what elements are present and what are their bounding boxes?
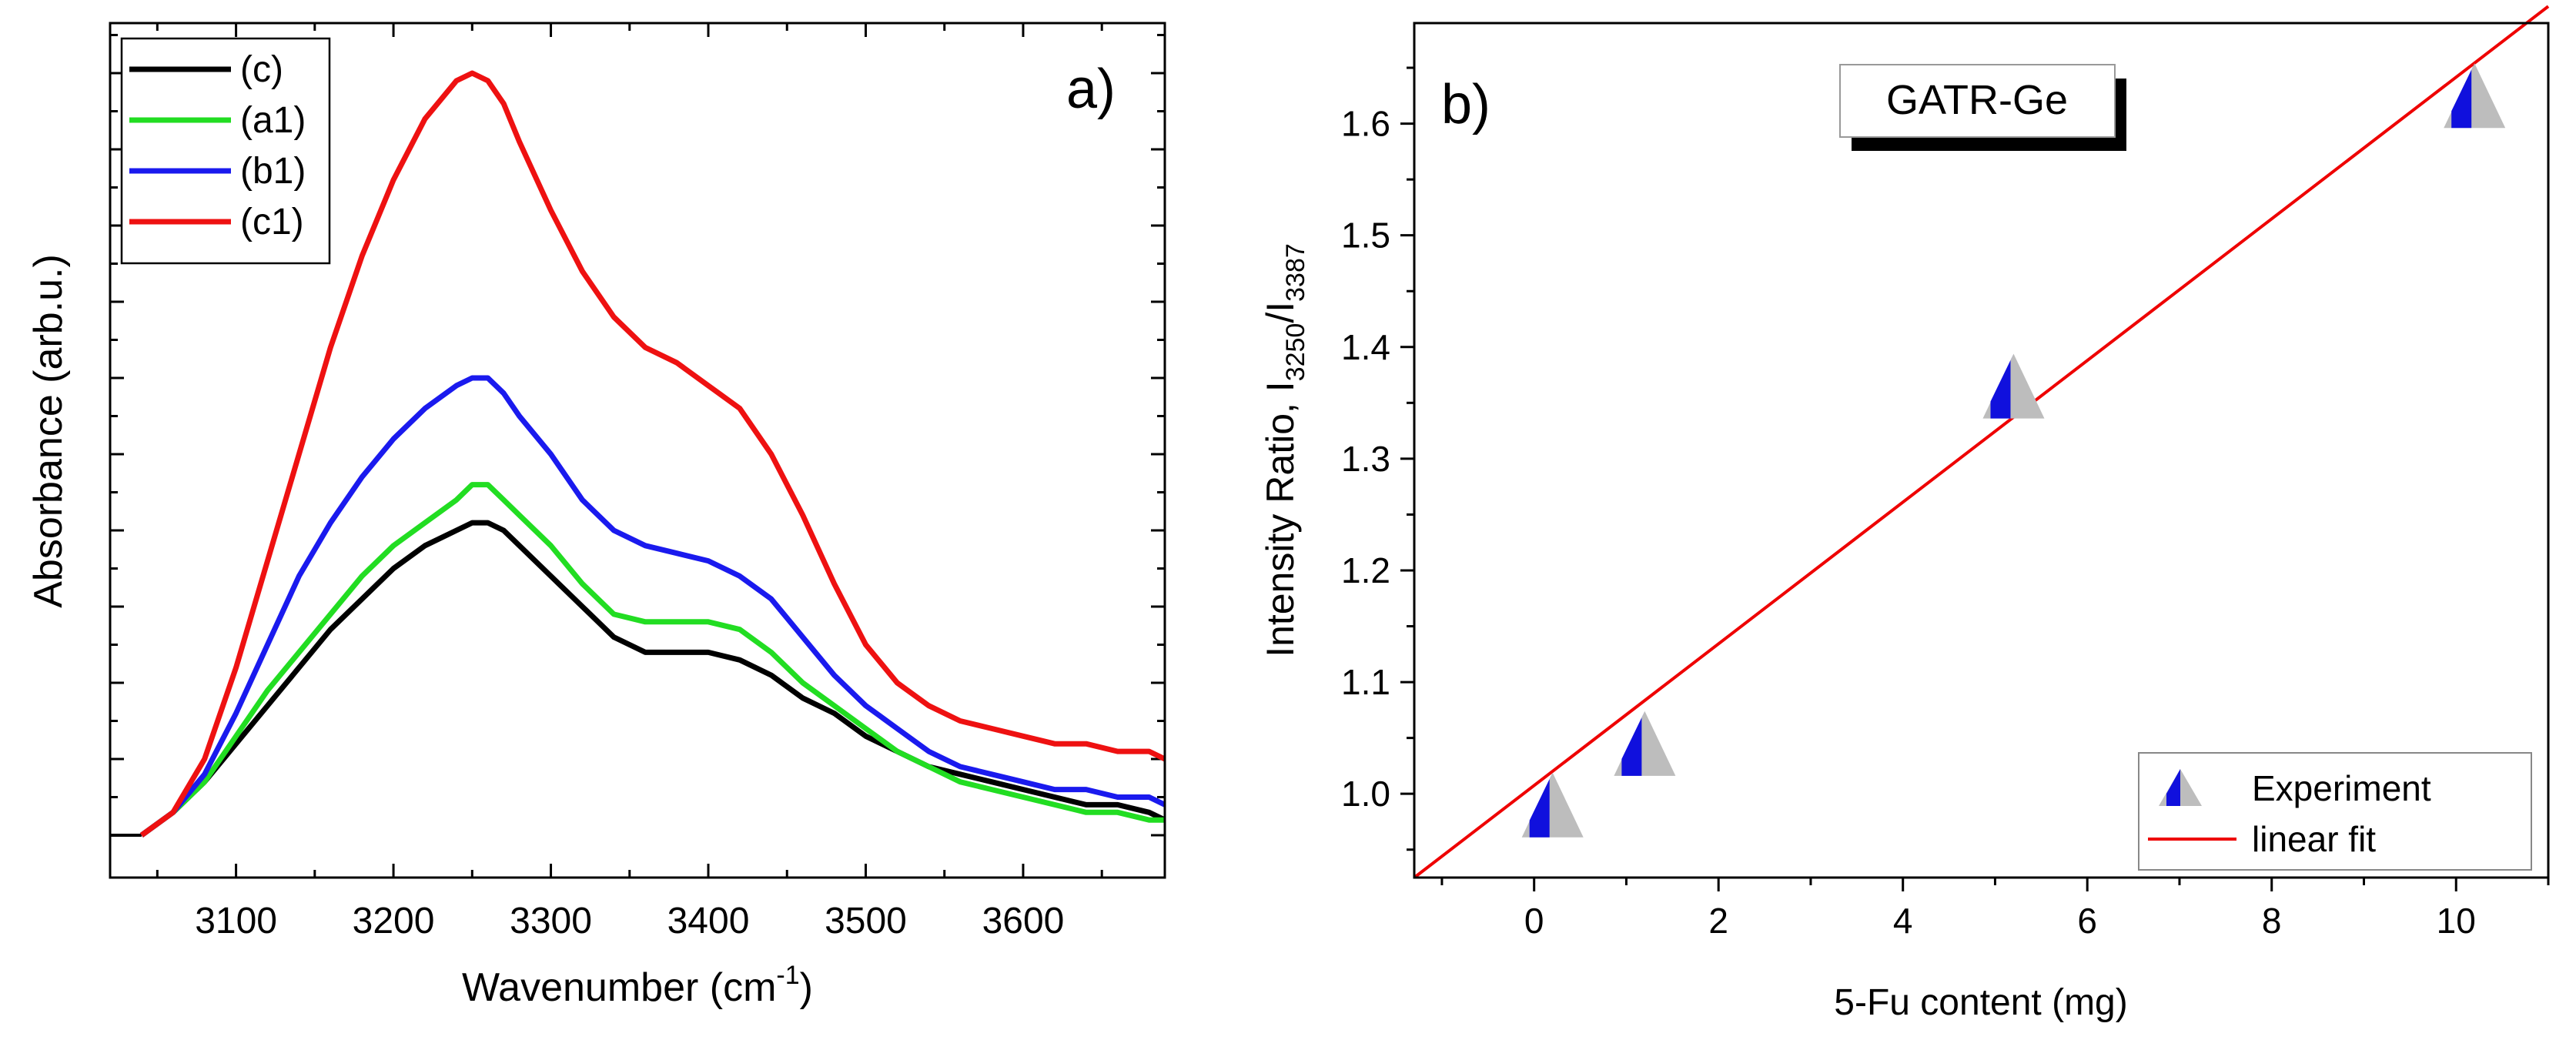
b-y-tick-label: 1.4 xyxy=(1341,327,1390,367)
series-line-c1 xyxy=(139,70,1166,838)
panel-a-legend-items: (c) (a1) (b1) (c1) xyxy=(129,49,306,242)
panel-b-label: b) xyxy=(1441,74,1490,135)
panel-b-ticks xyxy=(1400,66,2550,891)
panel-b-box-label-frame xyxy=(1839,64,2116,138)
panel-b-xlabel: 5-Fu content (mg) xyxy=(1834,982,2127,1023)
panel-b-points xyxy=(1521,63,2506,838)
b-x-tick-label: 6 xyxy=(2077,901,2097,941)
legend-label: (c1) xyxy=(240,202,304,242)
legend-experiment-label: Experiment xyxy=(2252,768,2431,808)
b-x-tick-label: 8 xyxy=(2262,901,2282,941)
panel-a-xlabel: Wavenumber (cm-1) xyxy=(462,961,813,1010)
experiment-point xyxy=(1982,353,2045,419)
legend-label: (b1) xyxy=(240,151,306,192)
experiment-point xyxy=(2444,63,2506,129)
legend-fit-label: linear fit xyxy=(2252,819,2376,859)
experiment-point xyxy=(1521,772,1584,838)
panel-a-ylabel: Absorbance (arb.u.) xyxy=(26,254,71,608)
b-y-tick-label: 1.3 xyxy=(1341,439,1390,479)
panel-b-x-tick-labels: 0 2 4 6 8 10 xyxy=(1524,901,2476,941)
panel-a-legend: (c) (a1) (b1) (c1) xyxy=(120,37,331,265)
b-y-tick-label: 1.6 xyxy=(1341,104,1390,144)
panel-b-legend-box xyxy=(2138,752,2532,871)
panel-a-label: a) xyxy=(1066,59,1116,120)
b-y-tick-label: 1.0 xyxy=(1341,774,1390,814)
series-line-b1 xyxy=(139,375,1166,838)
b-y-tick-label: 1.2 xyxy=(1341,550,1390,590)
b-x-tick-label: 10 xyxy=(2437,901,2476,941)
panel-a: 3100 3200 3300 3400 3500 3600 a) Wavenumber (… xyxy=(26,22,1166,1010)
panel-b-plot-frame xyxy=(1413,22,2550,879)
a-x-tick-label: 3400 xyxy=(667,901,750,941)
legend-experiment-icon xyxy=(2159,769,2202,806)
series-line-a1 xyxy=(139,482,1165,838)
panel-a-plot-frame xyxy=(109,22,1166,879)
b-y-tick-label: 1.1 xyxy=(1341,662,1390,702)
panel-b-ylabel: Intensity Ratio, I3250/I3387 xyxy=(1259,243,1310,657)
panel-a-ticks xyxy=(110,23,1165,878)
panel-b: 0 2 4 6 8 10 1.0 1.1 1.2 1.3 1.4 1.5 1.6 b) GATR-Ge… xyxy=(1259,5,2550,1023)
a-x-tick-label: 3200 xyxy=(353,901,435,941)
panel-a-legend-box xyxy=(120,37,331,265)
a-x-tick-label: 3500 xyxy=(825,901,907,941)
experiment-point xyxy=(1614,711,1676,776)
panel-b-box-label: GATR-Ge xyxy=(1839,64,2126,151)
b-x-tick-label: 4 xyxy=(1893,901,1913,941)
b-x-tick-label: 0 xyxy=(1524,901,1544,941)
b-x-tick-label: 2 xyxy=(1708,901,1728,941)
panel-a-x-tick-labels: 3100 3200 3300 3400 3500 3600 xyxy=(195,901,1064,941)
fit-line xyxy=(1413,5,2550,879)
panel-b-y-tick-labels: 1.0 1.1 1.2 1.3 1.4 1.5 1.6 xyxy=(1341,104,1390,814)
legend-label: (c) xyxy=(240,49,283,90)
panel-b-fit xyxy=(1413,5,2550,879)
a-x-tick-label: 3300 xyxy=(510,901,592,941)
panel-b-legend: Experiment linear fit xyxy=(2138,752,2532,871)
panel-a-series xyxy=(139,70,1166,838)
b-y-tick-label: 1.5 xyxy=(1341,216,1390,256)
a-x-tick-label: 3600 xyxy=(982,901,1065,941)
panel-b-box-label-text: GATR-Ge xyxy=(1886,77,2068,123)
a-x-tick-label: 3100 xyxy=(195,901,277,941)
legend-label: (a1) xyxy=(240,100,306,141)
series-line-c xyxy=(139,520,1166,838)
